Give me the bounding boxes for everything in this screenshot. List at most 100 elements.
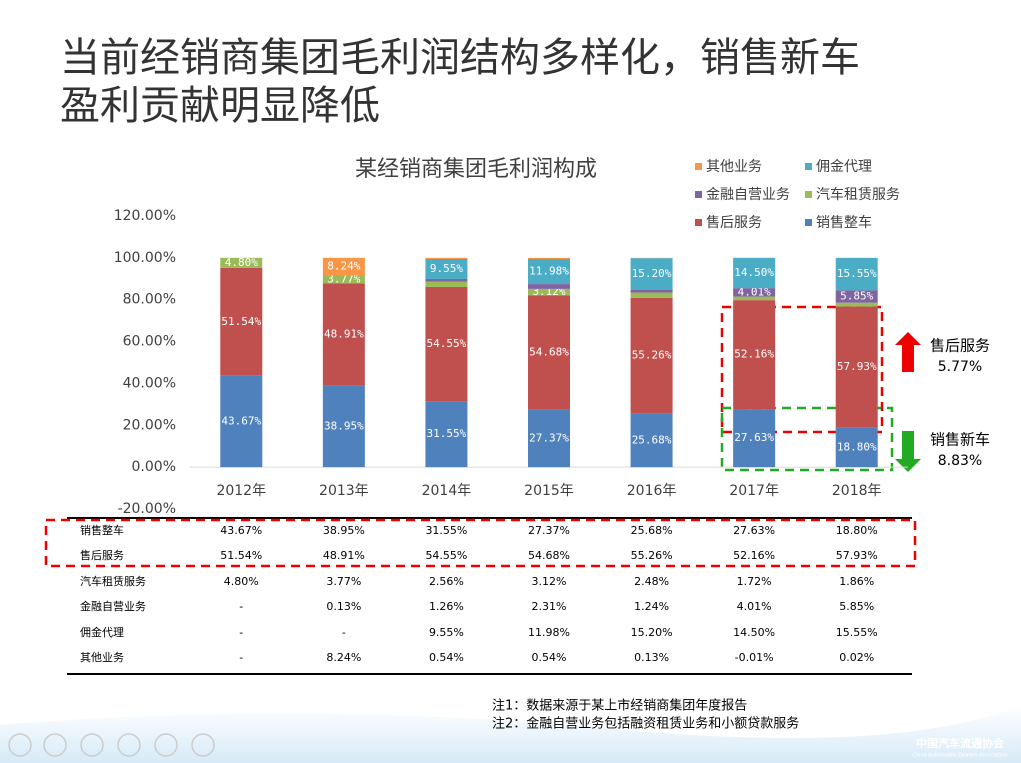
bar-label: 25.68% [632,433,672,446]
legend-swatch [805,191,812,198]
bar-segment [528,295,570,410]
footer-wave [0,705,1021,763]
table-cell: 43.67% [220,524,262,537]
highlight-box [720,406,894,472]
up-arrow [895,332,921,372]
bar-label: 54.68% [529,346,569,359]
bar-label: 8.24% [327,259,360,272]
table-cell: 38.95% [323,524,365,537]
nav-icons [8,733,215,757]
table-cell: 51.54% [220,549,262,562]
bar-label: 31.55% [427,427,467,440]
legend-swatch [805,163,812,170]
table-cell: 0.13% [634,651,669,664]
bar-label: 5.85% [840,290,873,303]
table-row-label: 汽车租赁服务 [80,574,146,588]
logo: China Automobile Dealers Association [912,753,1007,759]
table-cell: 0.02% [839,651,874,664]
bar-label: 14.50% [734,266,774,279]
bar-segment [220,267,263,376]
legend-swatch [695,219,702,226]
table-cell: 0.54% [429,651,464,664]
x-tick-label: 2013年 [319,483,369,499]
bar-segment [630,292,673,298]
table-cell: 55.26% [631,549,673,562]
bar-label: 15.20% [632,267,672,280]
table-cell: 27.37% [528,524,570,537]
bar-label: 4.80% [225,256,258,269]
bar-segment [528,257,570,259]
table-cell: 48.91% [323,549,365,562]
table-row-label: 佣金代理 [80,625,124,639]
bar-label: 9.55% [430,262,463,275]
table-cell: 54.68% [528,549,570,562]
bar-segment [425,286,468,402]
table-cell: 0.54% [532,651,567,664]
table-cell: 57.93% [836,549,878,562]
bar-label: 57.93% [837,360,877,373]
table-cell: 54.55% [425,549,467,562]
legend-swatch [695,191,702,198]
bar-label: 4.01% [738,285,771,298]
y-tick-label: 40.00% [123,375,176,391]
bar-label: 27.37% [529,432,569,445]
table-row-label: 金融自营业务 [80,599,146,613]
table-cell: 52.16% [733,549,775,562]
table-row-label: 售后服务 [80,548,124,562]
table-row-label: 其他业务 [80,651,124,664]
table-cell: 2.56% [429,575,464,588]
legend-label: 销售整车 [816,214,872,231]
bar-segment [528,409,570,468]
table-cell: 18.80% [836,524,878,537]
table-cell: 31.55% [425,524,467,537]
table-cell: 1.24% [634,600,669,613]
bar-segment [220,375,263,468]
bar-segment [835,306,878,428]
y-tick-label: -20.00% [118,501,176,517]
x-tick-label: 2017年 [729,483,779,499]
note: 注2：金融自营业务包括融资租赁业务和小额贷款服务 [492,716,799,732]
table-cell: 1.72% [737,575,772,588]
bar-segment [425,258,468,279]
bar-label: 43.67% [221,414,261,427]
table-cell: 25.68% [631,524,673,537]
table-cell: 15.20% [631,626,673,639]
annotation: 销售新车 [930,431,990,449]
bar-label: 52.16% [734,348,774,361]
bar-segment [425,401,468,468]
bar-segment [630,413,673,468]
chart-title: 某经销商集团毛利润构成 [355,157,597,182]
x-tick-label: 2014年 [422,483,472,499]
table-cell: 14.50% [733,626,775,639]
slide-title: 当前经销商集团毛利润结构多样化，销售新车 [60,35,860,81]
bar-label: 48.91% [324,327,364,340]
table-cell: - [239,626,243,639]
table-cell: 27.63% [733,524,775,537]
table-cell: - [239,600,243,613]
bar-segment [425,257,468,259]
slide-title: 盈利贡献明显降低 [60,83,380,129]
bar-segment [733,409,776,468]
annotation: 8.83% [938,453,982,469]
highlight-box [44,518,917,568]
x-tick-label: 2015年 [524,483,574,499]
bar-segment [630,258,673,290]
legend-label: 佣金代理 [816,159,872,175]
table-cell: 4.01% [737,600,772,613]
y-tick-label: 80.00% [123,292,176,308]
bar-segment [220,257,263,268]
bar-segment [322,385,365,468]
legend-label: 售后服务 [706,215,762,231]
bar-segment [835,427,878,468]
annotation: 5.77% [938,359,982,375]
bar-segment [733,296,776,301]
y-tick-label: 60.00% [123,334,176,350]
bar-segment [835,257,878,291]
table-cell: 2.48% [634,575,669,588]
bar-segment [322,257,365,276]
bar-label: 38.95% [324,419,364,432]
x-tick-label: 2012年 [216,483,266,499]
legend-label: 汽车租赁服务 [816,186,900,203]
table-cell: 4.80% [224,575,259,588]
